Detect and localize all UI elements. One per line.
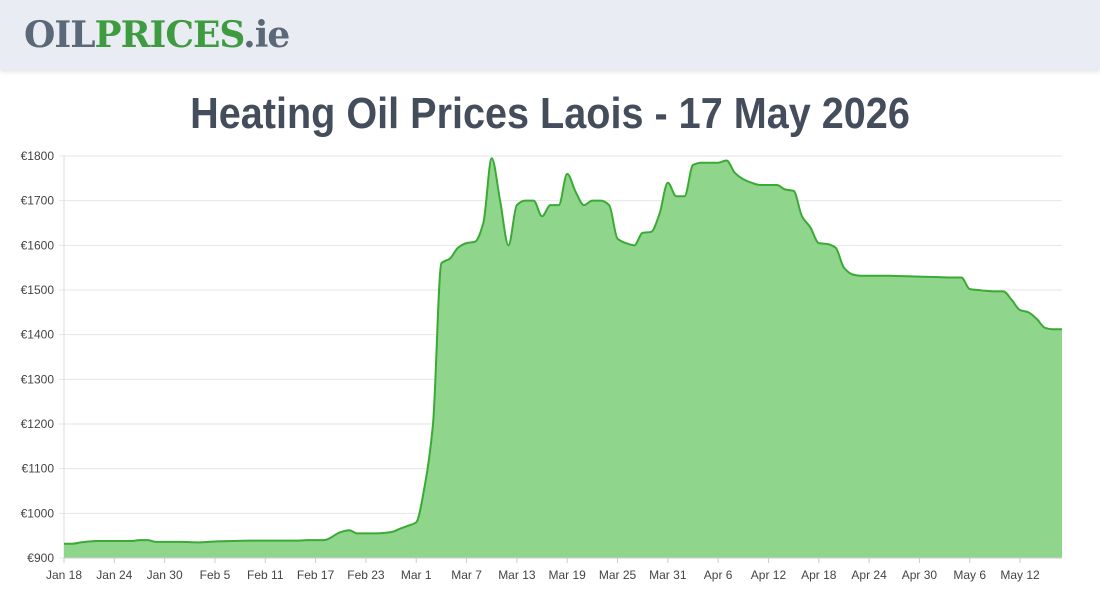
x-tick-label: Mar 19 [549, 568, 587, 582]
x-tick-label: Apr 6 [704, 568, 733, 582]
y-tick-label: €1500 [21, 283, 55, 297]
price-area-chart: €900 €1000 €1100 €1200 €1300 €1400 €1500 €1600 €… [21, 149, 1062, 582]
site-logo[interactable]: OILPRICES.ie [24, 13, 290, 57]
x-tick-label: Mar 13 [498, 568, 536, 582]
logo-text-oil: OIL [24, 14, 96, 56]
y-tick-label: €1200 [21, 417, 55, 431]
x-tick-label: Feb 5 [200, 568, 231, 582]
x-tick-label: Mar 25 [599, 568, 637, 582]
y-tick-label: €1300 [21, 372, 55, 386]
x-tick-label: Jan 18 [46, 568, 82, 582]
price-area-fill [64, 158, 1062, 559]
x-tick-label: Jan 24 [96, 568, 132, 582]
x-tick-label: Apr 24 [851, 568, 887, 582]
x-tick-label: May 6 [953, 568, 986, 582]
site-header: OILPRICES.ie [0, 0, 1100, 70]
y-tick-label: €900 [27, 551, 54, 565]
page-title: Heating Oil Prices Laois - 17 May 2026 [190, 89, 910, 138]
x-tick-label: Apr 30 [902, 568, 938, 582]
x-tick-label: May 12 [1000, 568, 1040, 582]
x-tick-label: Mar 1 [401, 568, 432, 582]
x-tick-label: Mar 7 [451, 568, 482, 582]
y-tick-label: €1700 [21, 194, 55, 208]
logo-text-prices: PRICES [94, 14, 245, 56]
x-tick-label: Apr 18 [801, 568, 837, 582]
y-tick-label: €1400 [21, 328, 55, 342]
x-tick-label: Jan 30 [147, 568, 183, 582]
x-tick-label: Apr 12 [751, 568, 787, 582]
logo-text-ie: .ie [243, 14, 290, 56]
price-series-line [64, 157, 1062, 545]
x-tick-label: Feb 23 [347, 568, 385, 582]
y-tick-label: €1100 [22, 462, 55, 476]
x-tick-label: Mar 31 [649, 568, 687, 582]
x-tick-label: Feb 17 [297, 568, 335, 582]
y-tick-label: €1000 [21, 506, 55, 520]
y-tick-label: €1800 [21, 149, 55, 163]
y-tick-label: €1600 [21, 238, 55, 252]
x-tick-label: Feb 11 [247, 568, 284, 582]
